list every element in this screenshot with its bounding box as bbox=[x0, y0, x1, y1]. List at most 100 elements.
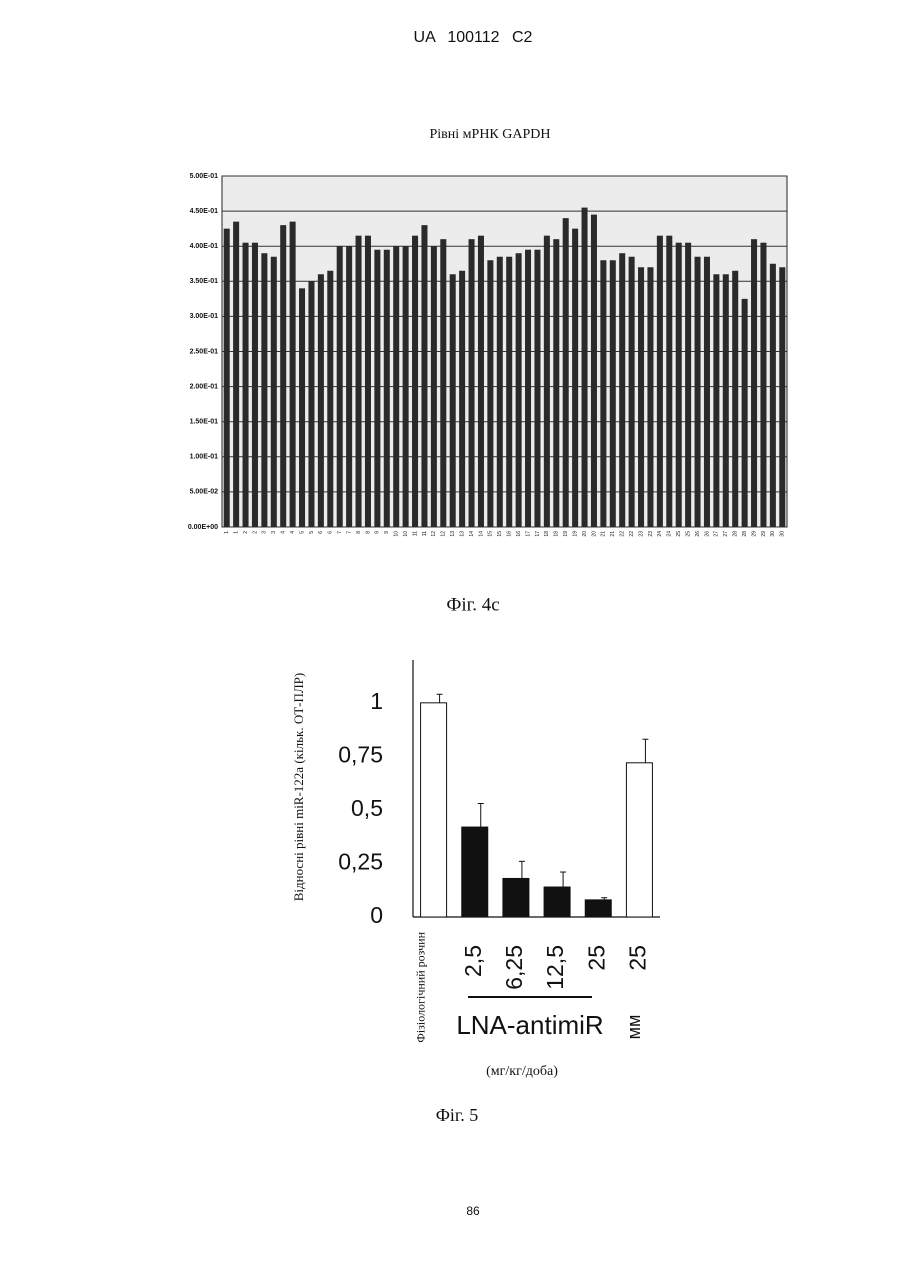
x-tick-label: 8 bbox=[365, 531, 371, 534]
bar bbox=[770, 264, 776, 527]
x-tick-label: 2 bbox=[252, 531, 258, 534]
x-tick-label: 6 bbox=[318, 531, 324, 534]
bar bbox=[626, 763, 652, 917]
bar bbox=[459, 271, 465, 527]
y-tick-label: 0.00E+00 bbox=[188, 524, 218, 531]
bar bbox=[629, 257, 635, 527]
control-label: мм bbox=[624, 1015, 644, 1040]
x-tick-label: 4 bbox=[290, 531, 296, 534]
bar bbox=[290, 222, 296, 527]
y-tick-label: 3.50E-01 bbox=[190, 278, 219, 285]
bar bbox=[497, 257, 503, 527]
bar bbox=[487, 260, 493, 527]
bar bbox=[384, 250, 390, 527]
y-tick-label: 4.00E-01 bbox=[190, 243, 219, 250]
x-tick-label: 12 bbox=[431, 531, 437, 537]
bar bbox=[760, 243, 766, 527]
x-tick-label: 4 bbox=[281, 531, 287, 534]
bar bbox=[450, 274, 456, 527]
x-tick-label: 20 bbox=[582, 531, 588, 537]
x-tick-label: 6 bbox=[328, 531, 334, 534]
bar bbox=[572, 229, 578, 527]
x-tick-label: 14 bbox=[469, 531, 475, 537]
bar bbox=[243, 243, 249, 527]
bar bbox=[421, 225, 427, 527]
y-tick-label: 0,75 bbox=[338, 741, 383, 767]
x-tick-label: 28 bbox=[742, 531, 748, 537]
x-tick-label: 19 bbox=[572, 531, 578, 537]
bar bbox=[280, 225, 286, 527]
x-tick-label: 3 bbox=[262, 531, 268, 534]
y-tick-label: 2.00E-01 bbox=[190, 383, 219, 390]
x-tick-label: 2,5 bbox=[460, 945, 486, 977]
x-tick-label: 2 bbox=[243, 531, 249, 534]
x-tick-label: 25 bbox=[676, 531, 682, 537]
x-tick-label: 26 bbox=[695, 531, 701, 537]
x-tick-label: 13 bbox=[450, 531, 456, 537]
bar bbox=[751, 239, 757, 527]
bar bbox=[695, 257, 701, 527]
x-tick-label: 29 bbox=[761, 531, 767, 537]
x-tick-label: 12 bbox=[441, 531, 447, 537]
bar bbox=[337, 246, 343, 527]
bar bbox=[271, 257, 277, 527]
page: UA 100112 C2 Фіг. 4с Фіг. 5 86 Рівні мРН… bbox=[0, 0, 901, 1273]
x-tick-label: 9 bbox=[384, 531, 390, 534]
bar bbox=[421, 703, 447, 917]
bar bbox=[503, 878, 529, 917]
x-tick-label: 3 bbox=[271, 531, 277, 534]
x-tick-label: 24 bbox=[657, 531, 663, 537]
bar bbox=[685, 243, 691, 527]
caption: Фіг. 5 bbox=[436, 1105, 479, 1125]
x-tick-label: 17 bbox=[525, 531, 531, 537]
x-tick-label: 30 bbox=[770, 531, 776, 537]
x-tick-label: 21 bbox=[610, 531, 616, 537]
x-tick-label: 12,5 bbox=[542, 945, 568, 990]
page-number: 86 bbox=[466, 1204, 480, 1218]
bar bbox=[462, 827, 488, 917]
bar bbox=[478, 236, 484, 527]
x-tick-label: 19 bbox=[563, 531, 569, 537]
bar bbox=[374, 250, 380, 527]
x-tick-label: 14 bbox=[478, 531, 484, 537]
y-tick-label: 0,5 bbox=[351, 795, 383, 821]
bar bbox=[516, 253, 522, 527]
bar bbox=[431, 246, 437, 527]
bar bbox=[563, 218, 569, 527]
bar bbox=[732, 271, 738, 527]
bar bbox=[299, 288, 305, 527]
x-tick-label: 27 bbox=[714, 531, 720, 537]
x-tick-label: 23 bbox=[638, 531, 644, 537]
bar bbox=[252, 243, 258, 527]
bar bbox=[356, 236, 362, 527]
y-tick-label: 3.00E-01 bbox=[190, 313, 219, 320]
bar bbox=[412, 236, 418, 527]
bar bbox=[318, 274, 324, 527]
bar bbox=[713, 274, 719, 527]
bar bbox=[469, 239, 475, 527]
bar bbox=[403, 246, 409, 527]
bar bbox=[440, 239, 446, 527]
x-tick-label: 13 bbox=[459, 531, 465, 537]
bar bbox=[742, 299, 748, 527]
bar bbox=[553, 239, 559, 527]
x-tick-label: 7 bbox=[337, 531, 343, 534]
y-tick-label: 4.50E-01 bbox=[190, 208, 219, 215]
bar bbox=[585, 900, 611, 917]
x-tick-label: 22 bbox=[620, 531, 626, 537]
x-tick-label: 15 bbox=[488, 531, 494, 537]
y-tick-label: 5.00E-01 bbox=[190, 173, 219, 180]
header: UA 100112 C2 bbox=[414, 29, 533, 46]
bar bbox=[525, 250, 531, 527]
x-tick-label: 16 bbox=[507, 531, 513, 537]
bar bbox=[233, 222, 239, 527]
x-tick-label: 17 bbox=[535, 531, 541, 537]
bar bbox=[723, 274, 729, 527]
y-tick-label: 5.00E-02 bbox=[190, 489, 219, 496]
x-tick-label: 29 bbox=[751, 531, 757, 537]
x-tick-label: 8 bbox=[356, 531, 362, 534]
x-tick-label: 6,25 bbox=[501, 945, 527, 990]
bar bbox=[779, 267, 785, 527]
bar bbox=[365, 236, 371, 527]
x-tick-label: 30 bbox=[780, 531, 786, 537]
